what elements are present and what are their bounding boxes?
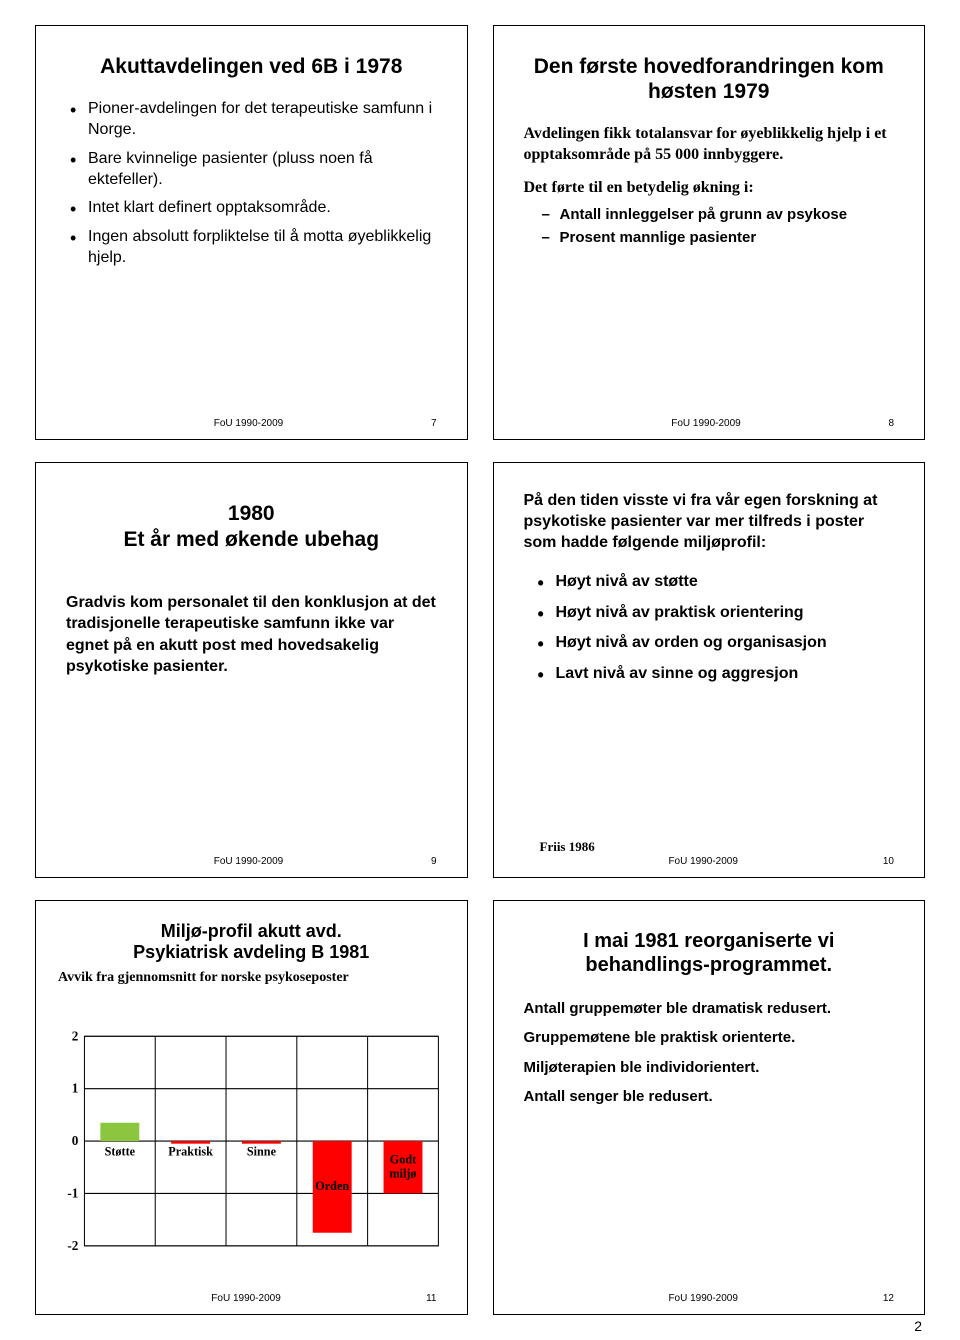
footer-source: FoU 1990-2009 (66, 418, 431, 429)
bullet-list: Høyt nivå av støtte Høyt nivå av praktis… (524, 572, 895, 695)
slide-11: Miljø-profil akutt avd. Psykiatrisk avde… (35, 900, 468, 1315)
slide-footer: FoU 1990-2009 8 (524, 418, 895, 429)
footer-source: FoU 1990-2009 (524, 856, 883, 867)
slide-number: 9 (431, 856, 437, 867)
bullet-item: Lavt nivå av sinne og aggresjon (538, 664, 895, 685)
chart-subtitle: Avvik fra gjennomsnitt for norske psykos… (58, 970, 445, 986)
slide-title: Akuttavdelingen ved 6B i 1978 (66, 54, 437, 79)
footer-source: FoU 1990-2009 (66, 1293, 426, 1304)
svg-text:2: 2 (72, 1028, 79, 1043)
bullet-item: Ingen absolutt forpliktelse til å motta … (70, 227, 437, 269)
svg-text:Støtte: Støtte (105, 1144, 136, 1158)
slide-number: 7 (431, 418, 437, 429)
bullet-list: Pioner-avdelingen for det terapeutiske s… (66, 99, 437, 277)
slide-footer: FoU 1990-2009 11 (66, 1293, 437, 1304)
bullet-item: Høyt nivå av støtte (538, 572, 895, 593)
list-item: Antall senger ble redusert. (524, 1087, 895, 1107)
footer-source: FoU 1990-2009 (524, 1293, 883, 1304)
slide-footer: FoU 1990-2009 7 (66, 418, 437, 429)
slide-10: På den tiden visste vi fra vår egen fors… (493, 462, 926, 877)
list-item: Gruppemøtene ble praktisk orienterte. (524, 1028, 895, 1048)
body-list: Antall gruppemøter ble dramatisk reduser… (524, 999, 895, 1117)
bar-chart: -2 -1 0 1 2 Støtte Praktisk Sinne Orden Godtmiljø (58, 992, 445, 1292)
bullet-item: Pioner-avdelingen for det terapeutiske s… (70, 99, 437, 141)
slide-title: 1980 Et år med økende ubehag (66, 501, 437, 551)
svg-text:Orden: Orden (315, 1179, 349, 1193)
dash-item: Prosent mannlige pasienter (542, 228, 895, 248)
svg-text:1: 1 (72, 1081, 79, 1096)
footer-source: FoU 1990-2009 (66, 856, 431, 867)
slide-number: 10 (883, 856, 894, 867)
page-number: 2 (914, 1318, 922, 1334)
paragraph: Avdelingen fikk totalansvar for øyeblikk… (524, 124, 895, 166)
reference: Friis 1986 (540, 839, 595, 855)
slide-title: I mai 1981 reorganiserte vi behandlings-… (524, 929, 895, 977)
svg-text:0: 0 (72, 1133, 79, 1148)
slide-8: Den første hovedforandringen kom høsten … (493, 25, 926, 440)
slide-number: 11 (426, 1293, 436, 1304)
slide-footer: FoU 1990-2009 10 (524, 856, 895, 867)
list-item: Antall gruppemøter ble dramatisk reduser… (524, 999, 895, 1019)
page: Akuttavdelingen ved 6B i 1978 Pioner-avd… (0, 0, 960, 1340)
intro-text: På den tiden visste vi fra vår egen fors… (524, 491, 895, 553)
slide-title: Miljø-profil akutt avd. Psykiatrisk avde… (58, 921, 445, 964)
bullet-item: Høyt nivå av praktisk orientering (538, 603, 895, 624)
slide-title: Den første hovedforandringen kom høsten … (524, 54, 895, 104)
slide-12: I mai 1981 reorganiserte vi behandlings-… (493, 900, 926, 1315)
bullet-item: Bare kvinnelige pasienter (pluss noen få… (70, 149, 437, 191)
svg-text:miljø: miljø (389, 1167, 416, 1181)
list-item: Miljøterapien ble individorientert. (524, 1058, 895, 1078)
slide-footer: FoU 1990-2009 9 (66, 856, 437, 867)
svg-text:Praktisk: Praktisk (168, 1144, 213, 1158)
slide-number: 12 (883, 1293, 894, 1304)
bullet-item: Høyt nivå av orden og organisasjon (538, 633, 895, 654)
svg-text:-2: -2 (67, 1238, 78, 1253)
svg-text:-1: -1 (67, 1185, 78, 1200)
chart-svg: -2 -1 0 1 2 Støtte Praktisk Sinne Orden Godtmiljø (58, 992, 445, 1292)
svg-text:Sinne: Sinne (247, 1144, 277, 1158)
dash-item: Antall innleggelser på grunn av psykose (542, 205, 895, 225)
dash-list: Antall innleggelser på grunn av psykose … (524, 205, 895, 252)
footer-source: FoU 1990-2009 (524, 418, 889, 429)
slide-footer: FoU 1990-2009 12 (524, 1293, 895, 1304)
slide-9: 1980 Et år med økende ubehag Gradvis kom… (35, 462, 468, 877)
paragraph: Det førte til en betydelig økning i: (524, 178, 895, 199)
bullet-item: Intet klart definert opptaksområde. (70, 198, 437, 219)
slide-number: 8 (888, 418, 894, 429)
slide-7: Akuttavdelingen ved 6B i 1978 Pioner-avd… (35, 25, 468, 440)
slide-body: Gradvis kom personalet til den konklusjo… (66, 592, 437, 678)
svg-text:Godt: Godt (390, 1152, 416, 1166)
